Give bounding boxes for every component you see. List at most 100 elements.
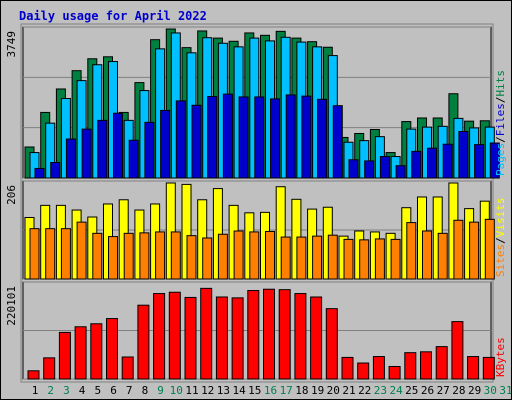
bar-hits-files-pages-pages-22 xyxy=(364,160,375,179)
bar-hits-files-pages-pages-28 xyxy=(458,130,469,179)
bar-visits-sites-sites-13 xyxy=(217,233,228,280)
bar-kbytes-kbytes-12 xyxy=(200,287,213,380)
bar-visits-sites-sites-26 xyxy=(422,230,432,280)
legend-visits-sites: Sites/Visits xyxy=(494,198,507,278)
day-label-26: 26 xyxy=(421,384,434,397)
legend-kbytes: KBytes xyxy=(494,337,507,377)
bar-hits-files-pages-pages-14 xyxy=(238,96,249,179)
day-label-21: 21 xyxy=(342,384,355,397)
bar-kbytes-kbytes-17 xyxy=(278,289,291,380)
bar-kbytes-kbytes-3 xyxy=(58,331,71,380)
bar-hits-files-pages-pages-19 xyxy=(317,98,328,179)
bar-visits-sites-sites-3 xyxy=(60,228,71,280)
day-label-6: 6 xyxy=(110,384,117,397)
chart-title: Daily usage for April 2022 xyxy=(19,9,207,23)
bar-kbytes-kbytes-2 xyxy=(43,357,56,380)
legend-item: KBytes xyxy=(494,337,507,377)
bar-hits-files-pages-pages-1 xyxy=(34,167,45,179)
legend-item: / xyxy=(494,97,507,104)
bar-hits-files-pages-pages-21 xyxy=(348,159,359,179)
bar-visits-sites-sites-29 xyxy=(469,221,480,280)
bar-visits-sites-sites-23 xyxy=(374,238,385,280)
day-label-10: 10 xyxy=(170,384,183,397)
bar-hits-files-pages-pages-13 xyxy=(222,93,233,179)
day-label-20: 20 xyxy=(327,384,340,397)
bar-kbytes-kbytes-28 xyxy=(451,321,464,380)
day-label-13: 13 xyxy=(217,384,230,397)
legend-item: Visits xyxy=(494,198,507,238)
day-label-1: 1 xyxy=(32,384,39,397)
bar-hits-files-pages-pages-15 xyxy=(254,96,265,179)
bar-visits-sites-sites-16 xyxy=(265,230,275,280)
scale-label-hits-files-pages: 3749 xyxy=(5,31,18,58)
bar-visits-sites-sites-7 xyxy=(123,232,134,280)
day-label-17: 17 xyxy=(280,384,293,397)
bar-visits-sites-sites-1 xyxy=(29,228,40,280)
bar-visits-sites-sites-22 xyxy=(359,239,370,280)
bar-kbytes-kbytes-24 xyxy=(388,365,401,380)
bar-kbytes-kbytes-14 xyxy=(231,297,244,380)
day-label-22: 22 xyxy=(358,384,371,397)
bar-kbytes-kbytes-10 xyxy=(168,291,181,380)
bar-kbytes-kbytes-30 xyxy=(482,356,495,380)
day-label-2: 2 xyxy=(47,384,54,397)
bar-visits-sites-sites-24 xyxy=(390,238,401,280)
bar-hits-files-pages-pages-3 xyxy=(65,138,76,179)
legend-item: / xyxy=(494,136,507,143)
bar-kbytes-kbytes-15 xyxy=(247,290,260,380)
bar-visits-sites-sites-12 xyxy=(202,237,213,280)
day-label-27: 27 xyxy=(437,384,450,397)
bar-kbytes-kbytes-27 xyxy=(435,346,448,380)
bar-visits-sites-sites-25 xyxy=(406,222,417,280)
day-label-7: 7 xyxy=(126,384,133,397)
bar-kbytes-kbytes-21 xyxy=(341,356,354,380)
legend-item: Sites xyxy=(494,244,507,277)
bar-kbytes-kbytes-6 xyxy=(106,318,118,380)
bar-kbytes-kbytes-25 xyxy=(404,352,417,380)
day-label-25: 25 xyxy=(405,384,418,397)
bar-visits-sites-sites-18 xyxy=(296,236,307,280)
legend-item: Files xyxy=(494,103,507,136)
bar-hits-files-pages-pages-23 xyxy=(379,156,390,179)
bar-hits-files-pages-pages-18 xyxy=(301,95,312,179)
bar-kbytes-kbytes-9 xyxy=(153,293,166,380)
bar-visits-sites-sites-14 xyxy=(233,230,244,280)
bar-visits-sites-sites-11 xyxy=(186,235,197,280)
day-label-30: 30 xyxy=(484,384,497,397)
bar-kbytes-kbytes-18 xyxy=(294,293,307,380)
plot-frame xyxy=(20,23,494,383)
bar-hits-files-pages-pages-7 xyxy=(128,139,139,179)
bar-visits-sites-sites-19 xyxy=(312,235,323,280)
bar-hits-files-pages-pages-25 xyxy=(411,150,422,179)
day-label-8: 8 xyxy=(142,384,149,397)
bar-hits-files-pages-pages-11 xyxy=(191,104,202,179)
bar-hits-files-pages-pages-10 xyxy=(175,100,186,179)
day-label-5: 5 xyxy=(94,384,101,397)
bar-hits-files-pages-pages-30 xyxy=(489,142,500,179)
bar-visits-sites-sites-6 xyxy=(108,236,118,280)
bar-hits-files-pages-pages-4 xyxy=(81,128,92,179)
bar-visits-sites-sites-4 xyxy=(76,221,87,280)
bar-hits-files-pages-pages-12 xyxy=(207,96,218,179)
bar-kbytes-kbytes-20 xyxy=(325,308,338,380)
legend-hits-files-pages: Pages/Files/Hits xyxy=(494,70,507,176)
legend-item: Pages xyxy=(494,143,507,176)
day-label-29: 29 xyxy=(468,384,481,397)
bar-hits-files-pages-pages-5 xyxy=(97,119,108,179)
bar-visits-sites-sites-5 xyxy=(92,232,103,280)
bar-visits-sites-sites-21 xyxy=(343,238,354,280)
day-label-3: 3 xyxy=(63,384,70,397)
bar-kbytes-kbytes-7 xyxy=(121,356,134,380)
bar-visits-sites-sites-27 xyxy=(437,232,448,280)
bar-hits-files-pages-pages-29 xyxy=(474,144,485,179)
bar-hits-files-pages-pages-8 xyxy=(144,121,155,179)
scale-label-visits-sites: 206 xyxy=(5,185,18,205)
bar-hits-files-pages-pages-27 xyxy=(442,143,453,179)
day-label-18: 18 xyxy=(295,384,308,397)
day-label-15: 15 xyxy=(248,384,261,397)
bar-hits-files-pages-pages-20 xyxy=(332,105,343,179)
day-label-28: 28 xyxy=(452,384,465,397)
bar-kbytes-kbytes-8 xyxy=(137,304,150,380)
